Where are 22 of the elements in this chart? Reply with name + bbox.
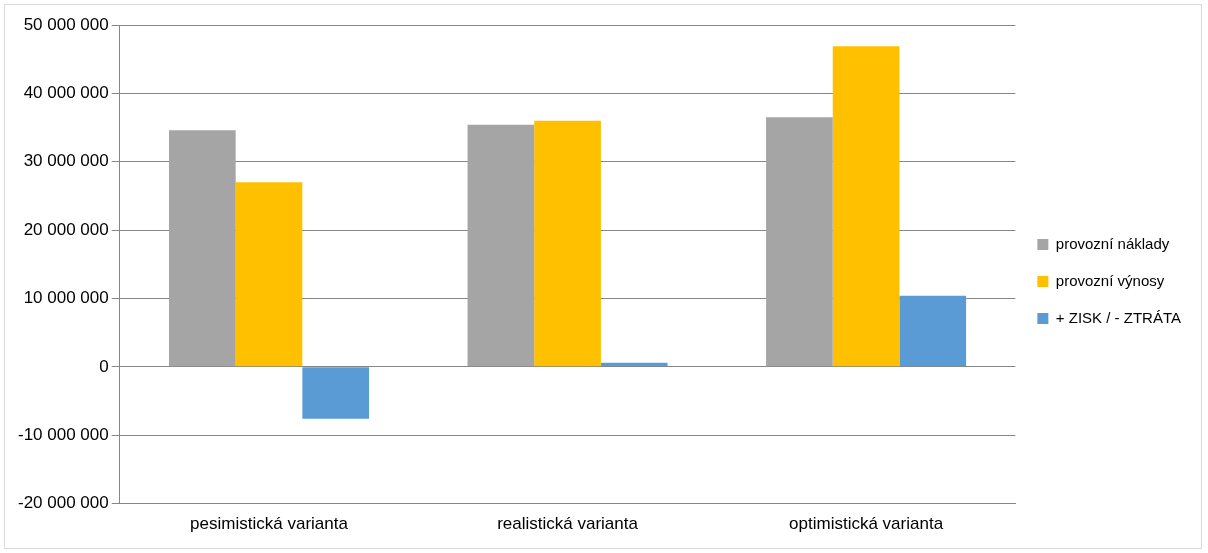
y-tick-label: 10 000 000 [23,288,109,308]
y-tick-label: 50 000 000 [23,14,109,34]
bar [467,124,535,367]
bar [235,182,303,367]
legend-label: + ZISK / - ZTRÁTA [1055,308,1182,326]
x-tick-label: optimistická varianta [789,514,944,534]
bar [899,295,967,367]
legend-label: provozní náklady [1055,234,1170,252]
y-tick-label: -10 000 000 [17,424,109,444]
y-tick-label: 40 000 000 [23,83,109,103]
y-tick-label: 0 [99,356,109,376]
bar [534,120,601,367]
x-tick-label: pesimistická varianta [190,514,349,534]
y-tick-label: 30 000 000 [23,151,109,171]
bar [766,117,833,367]
legend-label: provozní výnosy [1055,271,1165,289]
bar [302,367,370,419]
x-tick-label: realistická varianta [497,514,639,534]
y-tick-label: 20 000 000 [23,219,109,239]
bar [832,46,900,367]
y-tick-label: -20 000 000 [17,493,109,513]
bar [169,130,236,367]
